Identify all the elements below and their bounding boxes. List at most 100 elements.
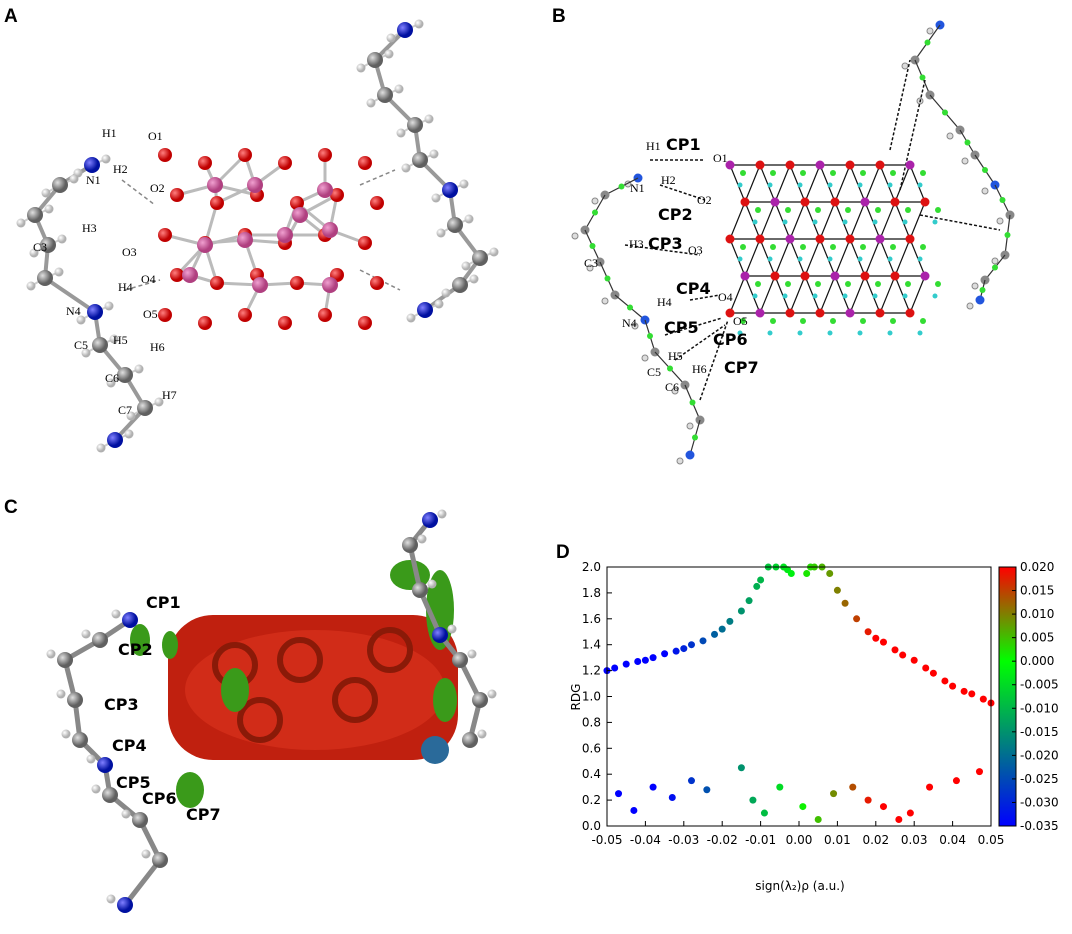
bond-cp bbox=[755, 281, 761, 287]
bond bbox=[624, 244, 701, 256]
atom bbox=[158, 148, 172, 162]
point bbox=[787, 569, 795, 577]
atom bbox=[57, 234, 67, 244]
bond bbox=[774, 238, 791, 277]
bond-cp bbox=[800, 170, 806, 176]
panel-letter: D bbox=[556, 542, 570, 563]
bond bbox=[744, 164, 761, 203]
atom bbox=[971, 282, 979, 290]
bond-cp bbox=[890, 170, 896, 176]
x-tick-label: 0.03 bbox=[901, 833, 928, 847]
atom bbox=[586, 264, 594, 272]
bond bbox=[659, 184, 706, 201]
ring-cp bbox=[827, 182, 833, 188]
cp-label: CP6 bbox=[713, 330, 748, 349]
bond-cp bbox=[845, 207, 851, 213]
bond bbox=[759, 201, 776, 240]
atom-label: N4 bbox=[622, 316, 637, 330]
isosurface-green bbox=[130, 624, 150, 656]
atom bbox=[141, 849, 151, 859]
atom bbox=[447, 624, 457, 634]
ring-cp bbox=[902, 219, 908, 225]
atom bbox=[40, 237, 56, 253]
atom bbox=[91, 784, 101, 794]
atom bbox=[755, 308, 765, 318]
atom bbox=[414, 19, 424, 29]
isosurface-green bbox=[162, 631, 178, 659]
atom-label: H5 bbox=[668, 349, 683, 363]
ring bbox=[332, 677, 378, 723]
bond-cp bbox=[800, 244, 806, 250]
cp-label: CP3 bbox=[104, 695, 139, 714]
bond bbox=[919, 214, 1001, 231]
bond bbox=[759, 164, 776, 203]
bond-cp bbox=[770, 170, 776, 176]
bond-cp bbox=[942, 109, 948, 116]
atom-label: C6 bbox=[665, 380, 679, 394]
atom bbox=[815, 234, 825, 244]
bond bbox=[889, 59, 911, 151]
atom bbox=[402, 537, 418, 553]
atom bbox=[905, 234, 915, 244]
bond bbox=[744, 275, 761, 314]
ring-cp bbox=[782, 219, 788, 225]
cp-label: CP4 bbox=[676, 279, 711, 298]
atom bbox=[198, 316, 212, 330]
atom bbox=[61, 729, 71, 739]
atom-label: C3 bbox=[584, 256, 598, 270]
bond-cp bbox=[770, 244, 776, 250]
atom bbox=[57, 652, 73, 668]
bond-cp bbox=[604, 275, 611, 282]
bond bbox=[849, 238, 866, 277]
atom-label: O1 bbox=[713, 151, 728, 165]
atom bbox=[890, 271, 900, 281]
ring-cp bbox=[872, 293, 878, 299]
bond bbox=[819, 275, 836, 314]
atom bbox=[27, 207, 43, 223]
bond bbox=[864, 275, 881, 314]
bond bbox=[804, 201, 821, 240]
x-tick-label: -0.05 bbox=[591, 833, 622, 847]
atom-label: O5 bbox=[733, 314, 748, 328]
point bbox=[941, 677, 949, 685]
atom bbox=[875, 160, 885, 170]
bond-cp bbox=[919, 74, 926, 81]
bond bbox=[759, 275, 776, 314]
atom bbox=[137, 400, 153, 416]
atom bbox=[152, 852, 168, 868]
atom bbox=[469, 274, 479, 284]
atom bbox=[106, 894, 116, 904]
ring-cp bbox=[812, 219, 818, 225]
ring-cp bbox=[797, 256, 803, 262]
point bbox=[753, 582, 761, 590]
point bbox=[864, 628, 872, 636]
bond bbox=[894, 201, 911, 240]
atom bbox=[830, 197, 840, 207]
point bbox=[718, 625, 726, 633]
atom bbox=[29, 248, 39, 258]
y-axis-label: RDG bbox=[569, 684, 583, 711]
bond bbox=[123, 858, 162, 907]
atom bbox=[875, 234, 885, 244]
atom bbox=[107, 432, 123, 448]
bond-cp bbox=[890, 244, 896, 250]
bond-cp bbox=[740, 318, 746, 324]
point bbox=[803, 569, 811, 577]
point bbox=[630, 806, 638, 814]
ring-cp bbox=[767, 182, 773, 188]
cp-label: CP1 bbox=[146, 593, 181, 612]
point bbox=[841, 599, 849, 607]
atom bbox=[52, 177, 68, 193]
atom bbox=[16, 218, 26, 228]
atom bbox=[905, 308, 915, 318]
atom bbox=[920, 271, 930, 281]
atom bbox=[920, 197, 930, 207]
point bbox=[649, 783, 657, 791]
bond-cp bbox=[875, 281, 881, 287]
point bbox=[737, 764, 745, 772]
ring-cp bbox=[917, 330, 923, 336]
atom-label: H4 bbox=[118, 280, 133, 294]
ring-cp bbox=[902, 293, 908, 299]
atom bbox=[966, 302, 974, 310]
bond-cp bbox=[999, 197, 1006, 203]
